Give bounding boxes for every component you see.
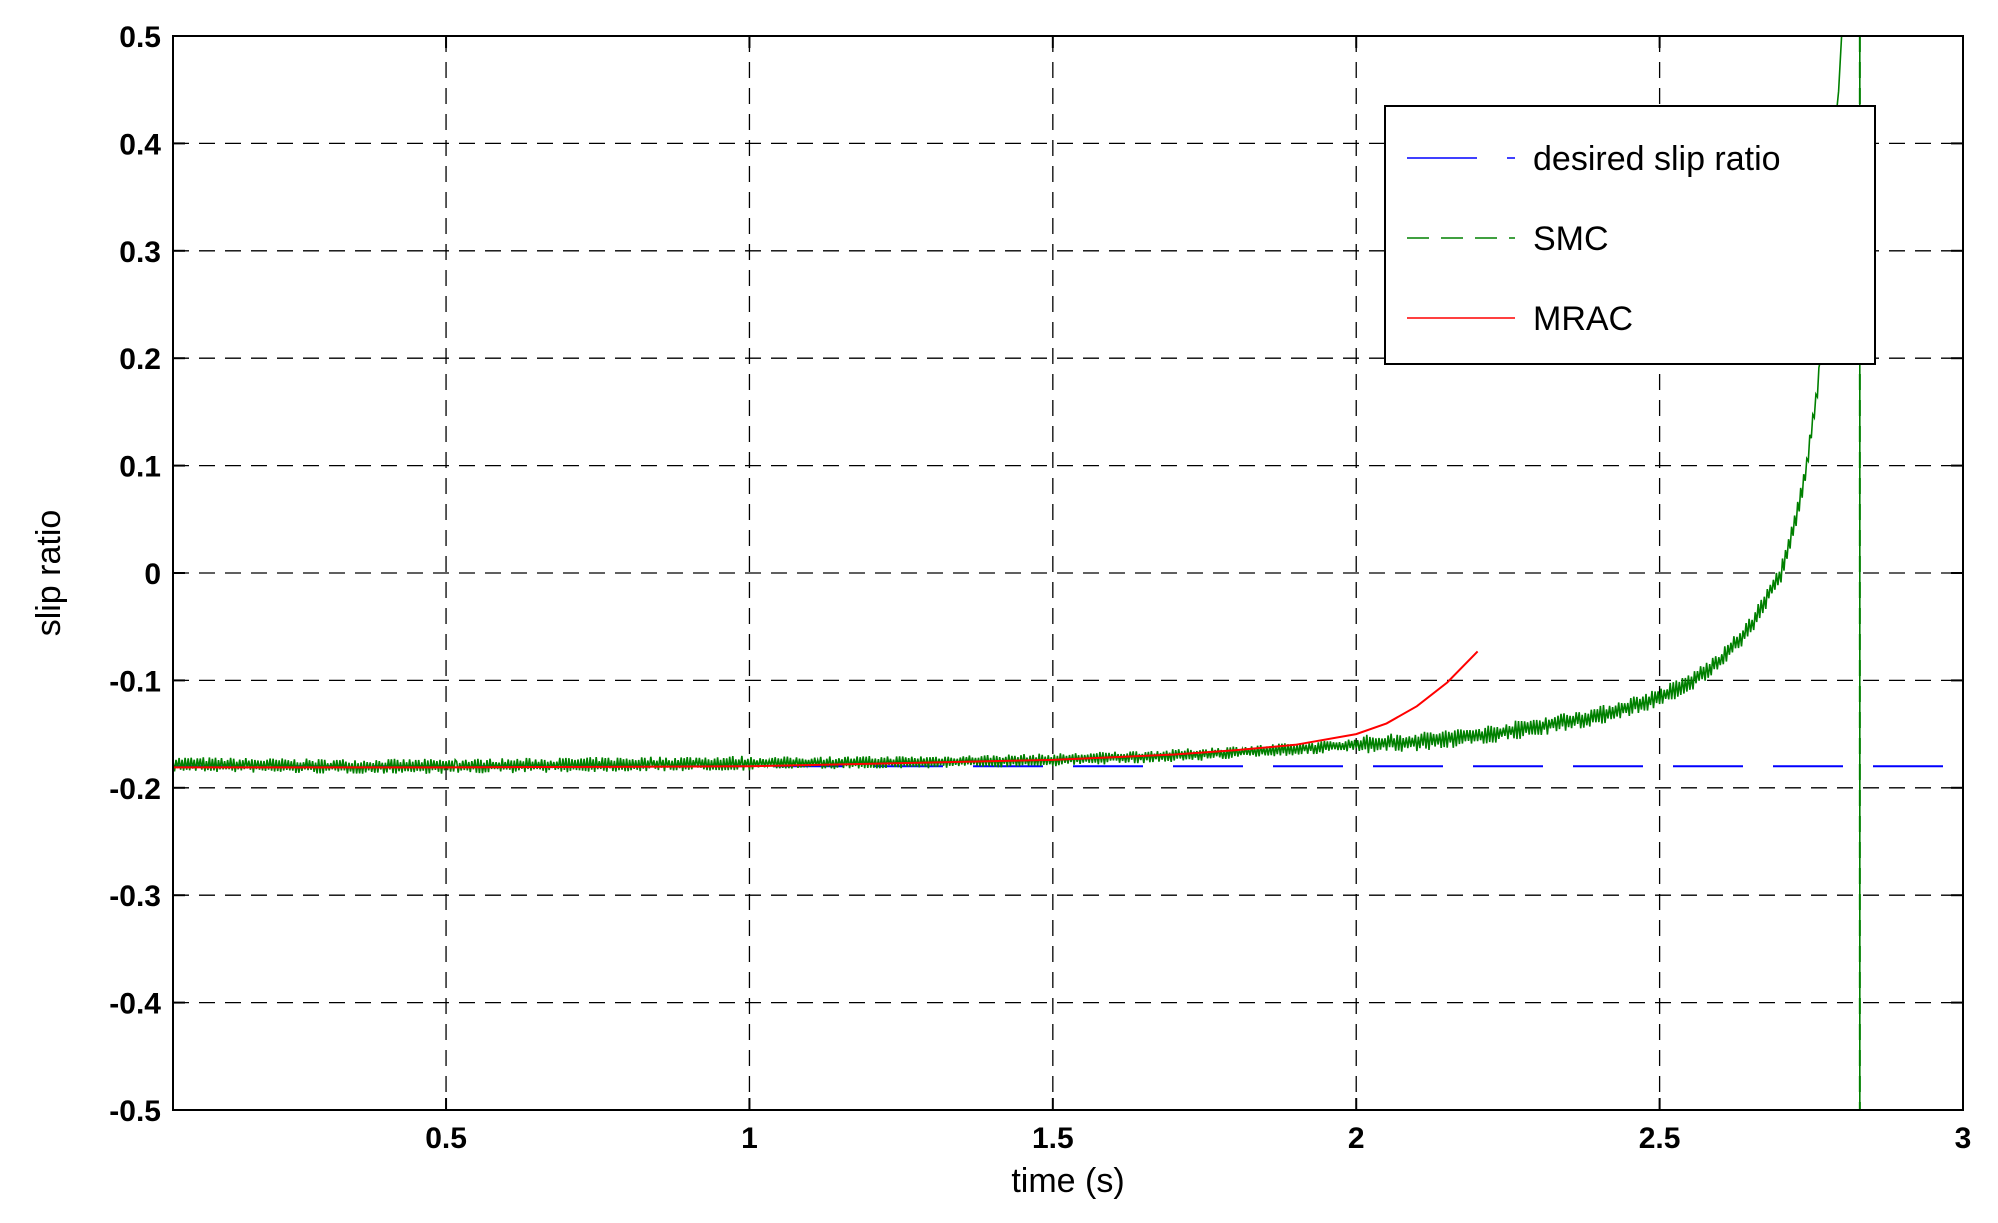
y-tick-label: 0.1: [119, 451, 161, 484]
y-tick-label: -0.2: [109, 773, 161, 806]
y-tick-label: -0.3: [109, 880, 161, 913]
y-tick-label: -0.5: [109, 1095, 161, 1128]
x-tick-label: 2: [1348, 1122, 1365, 1155]
axis-ticks: [173, 35, 1964, 1111]
legend-label: SMC: [1533, 220, 1609, 258]
y-tick-label: -0.4: [109, 988, 161, 1021]
y-axis-label: slip ratio: [30, 510, 68, 637]
mrac-line: [173, 650, 1479, 769]
y-tick-label: 0.2: [119, 343, 161, 376]
y-tick-label: 0: [144, 558, 161, 591]
legend: desired slip ratio SMC MRAC: [1384, 105, 1876, 365]
y-tick-label: 0.3: [119, 236, 161, 269]
legend-label: MRAC: [1533, 300, 1633, 338]
y-tick-labels: -0.5 -0.4 -0.3 -0.2 -0.1 0 0.1 0.2 0.3 0.4 0.5: [109, 21, 161, 1128]
x-tick-label: 3: [1955, 1122, 1972, 1155]
x-tick-label: 0.5: [425, 1122, 467, 1155]
legend-label: desired slip ratio: [1533, 140, 1781, 178]
y-tick-label: 0.5: [119, 21, 161, 54]
x-tick-labels: 0.5 1 1.5 2 2.5 3: [425, 1122, 1971, 1155]
x-tick-label: 1.5: [1032, 1122, 1074, 1155]
x-tick-label: 1: [741, 1122, 758, 1155]
y-tick-label: 0.4: [119, 128, 161, 161]
x-tick-label: 2.5: [1639, 1122, 1681, 1155]
legend-box: [1384, 105, 1876, 365]
x-axis-label: time (s): [1011, 1162, 1124, 1200]
y-tick-label: -0.1: [109, 665, 161, 698]
